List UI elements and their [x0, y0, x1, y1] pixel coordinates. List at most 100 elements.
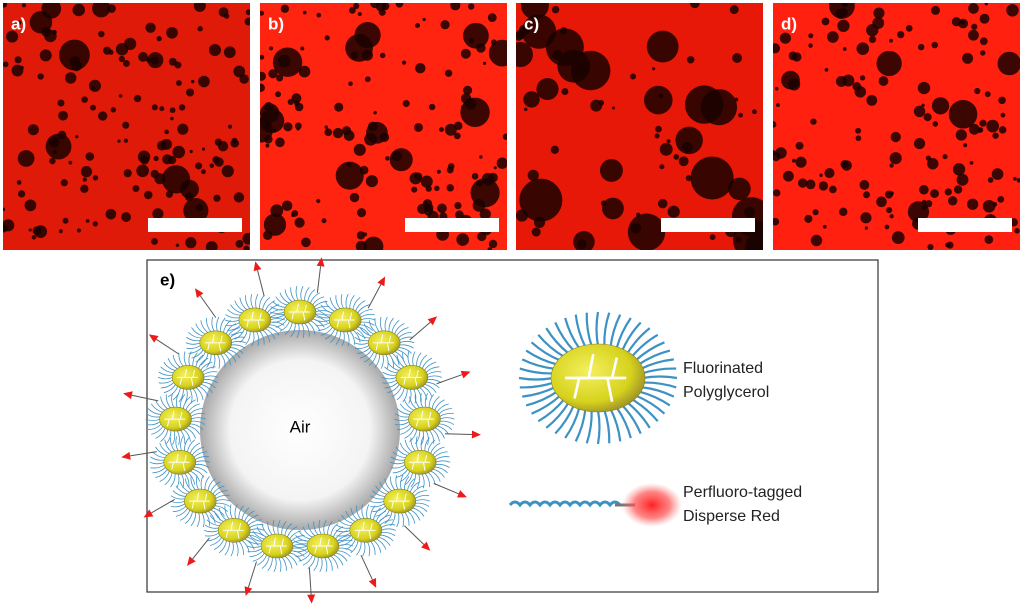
fluoro-chain: [175, 507, 189, 517]
droplet: [690, 156, 734, 200]
droplet: [835, 75, 847, 87]
branches: [168, 453, 190, 471]
fluoro-chain: [349, 330, 355, 345]
droplet: [420, 175, 433, 188]
fluoro-chain: [191, 446, 205, 456]
droplet: [145, 22, 156, 33]
fluoro-chain: [210, 481, 221, 493]
droplet: [301, 237, 311, 248]
fluoro-chain: [207, 510, 216, 524]
droplet: [602, 197, 624, 220]
fluoro-chain: [165, 429, 172, 445]
droplet: [6, 30, 19, 43]
droplet: [75, 135, 79, 139]
fluoro-chain: [354, 344, 370, 349]
fluoro-chain: [225, 323, 237, 335]
fluoro-chain: [413, 490, 428, 497]
droplet: [463, 85, 473, 95]
fluoro-chain: [397, 331, 412, 339]
fluoro-chain: [302, 554, 314, 566]
fluoro-chain: [360, 318, 376, 321]
fluoro-chain: [345, 510, 356, 523]
fluoro-chain: [359, 324, 373, 331]
fluoro-chain: [402, 352, 408, 367]
droplet: [213, 194, 221, 202]
fluoro-chain: [185, 510, 194, 524]
droplet: [630, 73, 637, 80]
fluoro-chain: [409, 509, 421, 521]
fluoro-chain: [410, 437, 416, 452]
scale-bar: [661, 218, 755, 232]
fluoro-chain: [184, 437, 190, 452]
fluoro-chain: [266, 304, 280, 314]
branches: [354, 521, 376, 539]
droplet: [185, 237, 197, 249]
fluoro-chain: [354, 342, 370, 345]
droplet: [85, 152, 95, 161]
droplet: [316, 12, 322, 18]
fluoro-chain: [304, 322, 310, 337]
dye-head: [123, 391, 133, 400]
fluoro-chain: [224, 505, 230, 520]
fluoro-chain: [574, 314, 587, 348]
fluoro-chain: [615, 406, 632, 439]
fluoro-chain: [170, 495, 186, 500]
droplet: [948, 99, 978, 129]
droplet: [91, 86, 96, 90]
fluoro-chain: [295, 535, 310, 542]
fluoro-chain: [413, 388, 417, 404]
fluoro-chain: [426, 371, 442, 376]
droplet: [133, 94, 142, 103]
air-label: Air: [290, 417, 311, 436]
fluoro-chain: [194, 456, 210, 461]
branches: [400, 368, 422, 386]
fluoro-chain: [286, 526, 298, 538]
droplet: [276, 74, 284, 82]
fluoro-chain: [630, 333, 659, 358]
fluoro-chain: [150, 456, 165, 461]
fluoro-chain: [368, 320, 377, 334]
dye-chain: [247, 561, 257, 588]
droplet: [561, 88, 569, 96]
droplet: [570, 50, 611, 91]
droplet: [59, 39, 90, 71]
droplet: [839, 8, 848, 17]
droplet: [395, 3, 404, 8]
droplet: [137, 150, 151, 163]
fluoro-chain: [292, 544, 308, 547]
droplet: [98, 30, 105, 38]
fluoro-chain: [425, 366, 440, 374]
droplet: [156, 36, 162, 42]
fluoro-chain: [158, 379, 174, 384]
branches: [222, 521, 244, 539]
fluoro-chain: [183, 351, 187, 367]
droplet: [162, 154, 173, 165]
droplet: [824, 168, 835, 179]
fluoro-chain: [337, 547, 353, 552]
fluoro-chain: [213, 490, 228, 497]
droplet: [191, 79, 195, 84]
micrograph: d): [773, 3, 1020, 250]
droplet: [822, 224, 827, 229]
droplet: [359, 165, 369, 175]
droplet: [357, 11, 362, 17]
fluoro-chain: [170, 437, 176, 452]
fluoro-chain: [407, 510, 416, 524]
fluoro-chain: [225, 322, 241, 327]
droplet: [891, 231, 905, 245]
fluoro-chain: [638, 390, 671, 407]
fluoro-chain: [327, 521, 333, 536]
droplet: [795, 156, 807, 168]
droplet: [476, 180, 483, 187]
fluoro-chain: [596, 410, 601, 445]
fluoro-chain: [192, 352, 198, 367]
fluoro-chain: [181, 473, 185, 489]
droplet: [183, 198, 209, 224]
fluoro-chain: [425, 430, 429, 446]
fluoro-chain: [223, 352, 232, 366]
droplet: [136, 164, 149, 178]
droplet: [659, 164, 665, 170]
fluoro-chain: [307, 321, 316, 335]
fluoro-chain: [404, 472, 414, 486]
diagram: e) Air Fluorinated Polyglycerol Perfluoro-ta…: [121, 257, 802, 604]
